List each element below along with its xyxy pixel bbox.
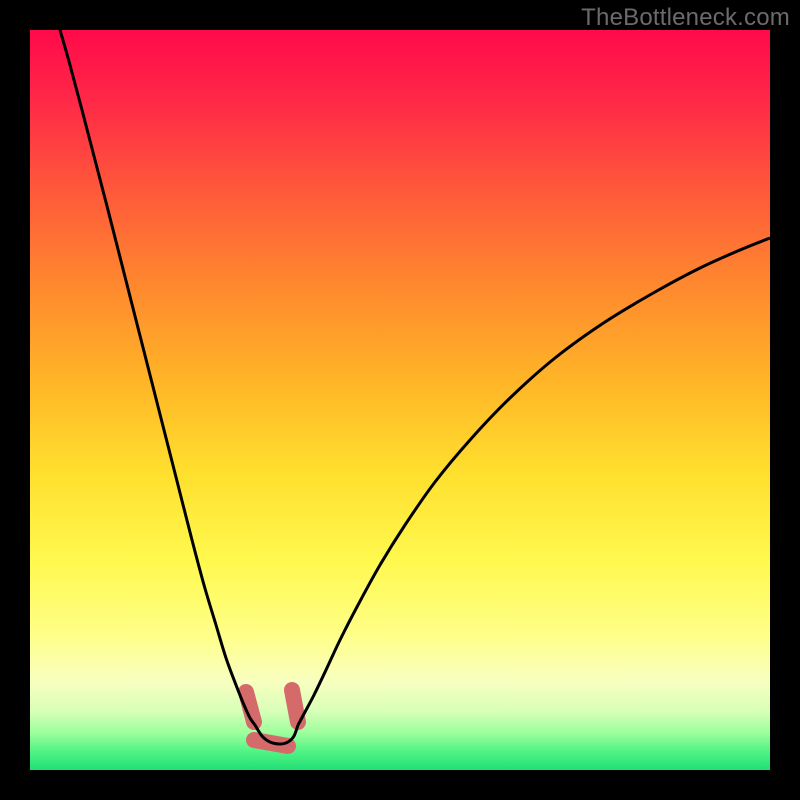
curve-layer [30,30,770,770]
curve-right [298,238,770,725]
watermark-text: TheBottleneck.com [581,4,790,32]
plot-area [30,30,770,770]
curve-left [60,30,255,725]
chart-frame: TheBottleneck.com [0,0,800,800]
accent-mark-3 [292,690,298,722]
